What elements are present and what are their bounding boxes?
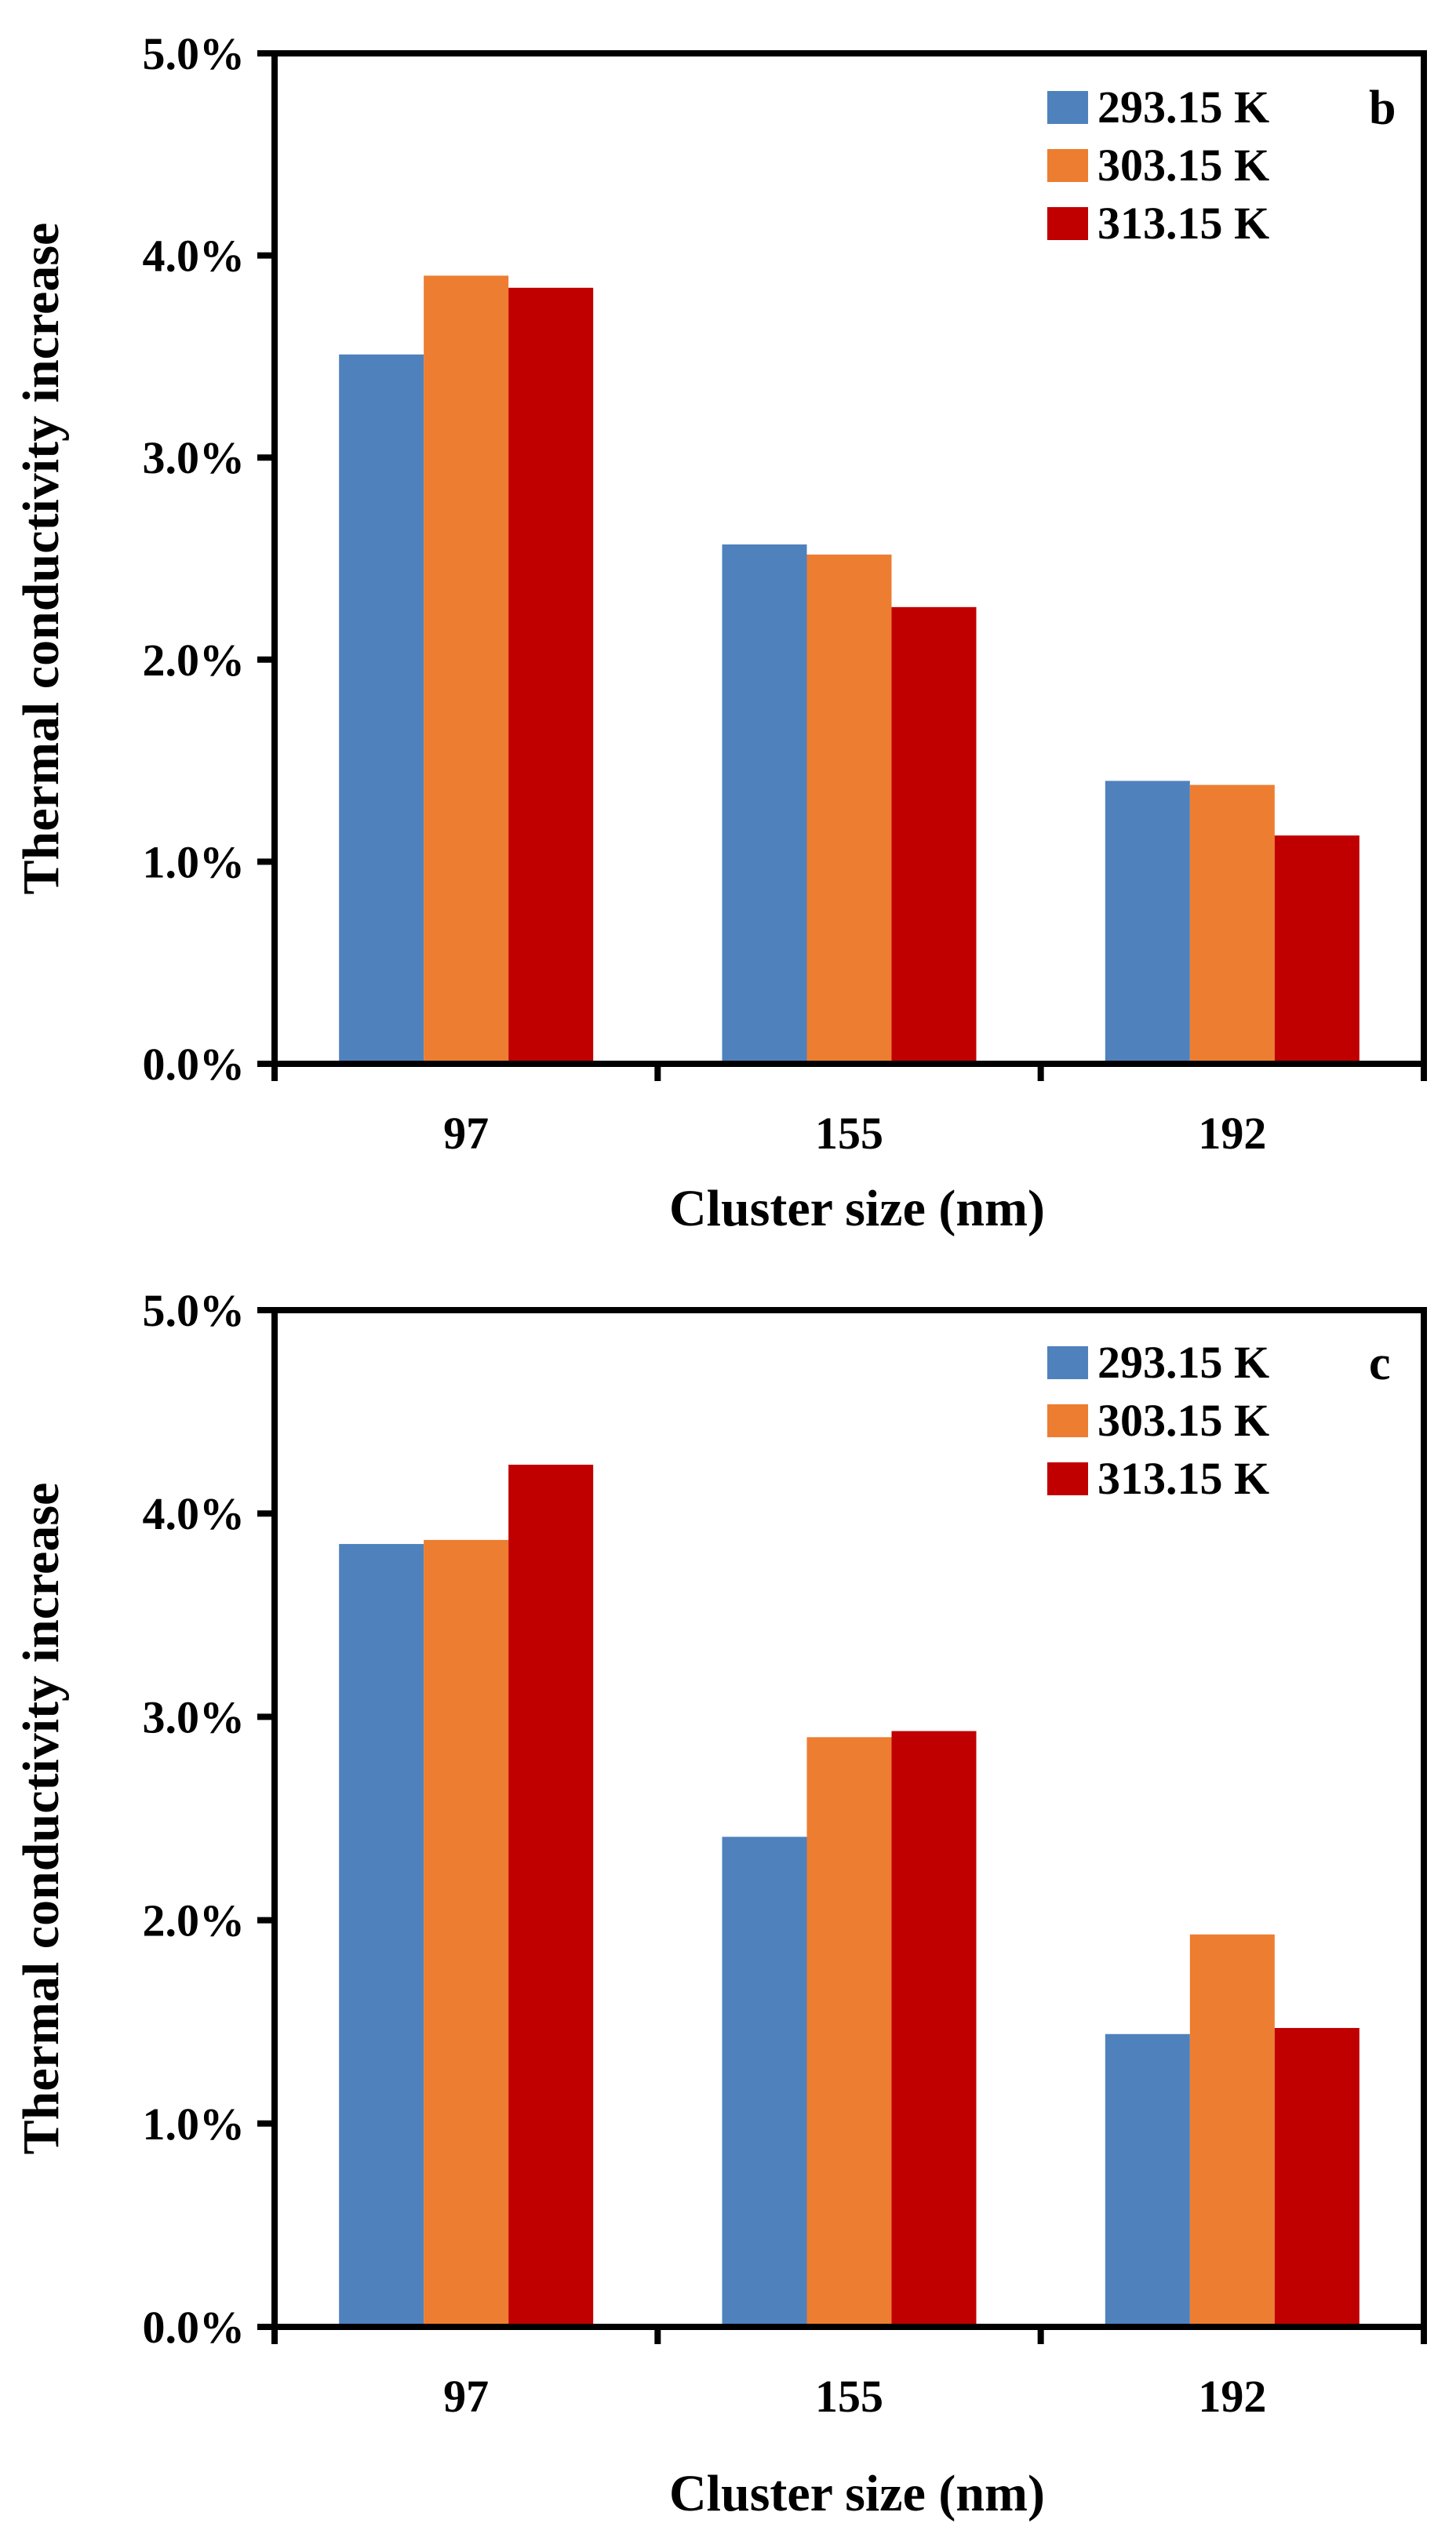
legend-swatch (1047, 91, 1088, 124)
legend: 293.15 K 303.15 K 313.15 K (1047, 1337, 1269, 1504)
bar-303-15-K-155 (806, 554, 892, 1064)
x-tick-label: 97 (443, 1108, 489, 1159)
y-tick-label: 3.0% (143, 1691, 246, 1742)
legend-swatch (1047, 1346, 1088, 1379)
bar-313-15-K-97 (508, 1464, 594, 2327)
bar-313-15-K-155 (891, 1731, 977, 2327)
bar-293-15-K-192 (1105, 2033, 1190, 2327)
x-tick-label: 192 (1198, 2371, 1266, 2422)
y-tick-label: 5.0% (143, 1285, 246, 1336)
bar-303-15-K-97 (424, 1539, 509, 2327)
legend-swatch (1047, 149, 1088, 182)
legend-entry-label: 293.15 K (1097, 82, 1269, 133)
legend-entry-label: 313.15 K (1097, 1453, 1269, 1504)
chart-panel-c: 0.0% 1.0% 2.0% 3.0% 4.0% 5.0% 97 155 192 Cluster … (13, 1285, 1427, 2522)
legend: 293.15 K 303.15 K 313.15 K (1047, 82, 1269, 249)
bar-313-15-K-97 (508, 287, 594, 1064)
bar-293-15-K-155 (722, 1837, 807, 2327)
legend-entry-label: 303.15 K (1097, 140, 1269, 191)
bar-303-15-K-192 (1189, 1934, 1275, 2327)
legend-swatch (1047, 207, 1088, 240)
x-axis-title: Cluster size (nm) (669, 1180, 1045, 1237)
legend-entry-label: 313.15 K (1097, 198, 1269, 249)
bar-303-15-K-155 (806, 1737, 892, 2327)
x-tick-label: 155 (815, 2371, 883, 2422)
panel-label: b (1369, 82, 1396, 135)
y-axis-title: Thermal conductivity increase (13, 1483, 70, 2155)
x-axis-title: Cluster size (nm) (669, 2465, 1045, 2522)
bar-293-15-K-97 (339, 354, 424, 1065)
x-tick-label: 192 (1198, 1108, 1266, 1159)
y-tick-label: 2.0% (143, 635, 246, 686)
plot-frame (271, 50, 1427, 1067)
legend-swatch (1047, 1462, 1088, 1495)
chart-panel-b: 0.0% 1.0% 2.0% 3.0% 4.0% 5.0% 97 155 192 Cluster … (13, 28, 1427, 1237)
y-tick-label: 4.0% (143, 231, 246, 282)
legend-entry-label: 303.15 K (1097, 1395, 1269, 1446)
panel-label: c (1369, 1337, 1391, 1390)
bar-293-15-K-192 (1105, 781, 1190, 1064)
y-axis-title: Thermal conductivity increase (13, 223, 70, 895)
bar-303-15-K-192 (1189, 785, 1275, 1064)
x-tick-label: 97 (443, 2371, 489, 2422)
bar-293-15-K-97 (339, 1544, 424, 2327)
plot-frame (271, 1307, 1427, 2330)
y-tick-label: 0.0% (143, 1039, 246, 1090)
bar-313-15-K-192 (1274, 2027, 1360, 2327)
bar-293-15-K-155 (722, 544, 807, 1064)
y-tick-label: 1.0% (143, 2099, 246, 2150)
y-tick-label: 5.0% (143, 28, 246, 79)
y-tick-label: 4.0% (143, 1488, 246, 1539)
bar-303-15-K-97 (424, 275, 509, 1064)
y-tick-label: 0.0% (143, 2302, 246, 2353)
y-tick-label: 2.0% (143, 1895, 246, 1946)
x-tick-label: 155 (815, 1108, 883, 1159)
y-tick-label: 1.0% (143, 836, 246, 887)
y-tick-label: 3.0% (143, 432, 246, 483)
legend-entry-label: 293.15 K (1097, 1337, 1269, 1388)
legend-swatch (1047, 1404, 1088, 1437)
bar-313-15-K-192 (1274, 835, 1360, 1064)
bar-313-15-K-155 (891, 606, 977, 1064)
